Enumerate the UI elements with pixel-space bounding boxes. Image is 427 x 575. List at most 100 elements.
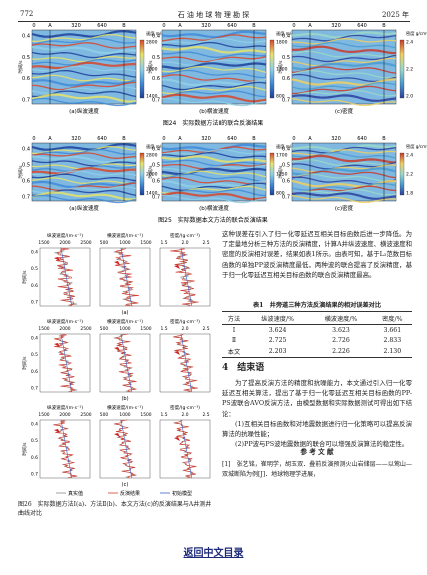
track-title: 横波速度/(m·s⁻¹) xyxy=(107,404,143,411)
colorbar-tick: 800 xyxy=(276,94,285,100)
table-cell: 2.833 xyxy=(383,336,402,344)
table-cell: 2.130 xyxy=(383,347,402,355)
time-tick: 0.5 xyxy=(22,55,30,61)
section-layer xyxy=(161,159,267,167)
section-layer xyxy=(31,56,137,63)
time-tick: 0.7 xyxy=(31,386,38,392)
x-label: B xyxy=(382,23,386,29)
section-layer xyxy=(161,191,267,201)
track-title: 纵波速度/(m·s⁻¹) xyxy=(47,232,83,239)
back-link[interactable]: 返回中文目录 xyxy=(183,548,244,559)
time-tick: 0.5 xyxy=(31,266,38,272)
track-frame xyxy=(99,419,151,479)
track-tick: 1000 xyxy=(119,240,130,246)
section-layer xyxy=(31,194,137,204)
track-frame xyxy=(99,333,151,393)
track-tick: 1500 xyxy=(38,326,49,332)
table-header-cell: 纵波速度/% xyxy=(261,315,294,323)
x-label: 0 xyxy=(162,136,165,142)
x-label: B xyxy=(252,136,256,142)
colorbar-unit: 密度 g/cm³ xyxy=(406,143,427,150)
log-curve xyxy=(113,333,137,393)
x-label: 320 xyxy=(71,23,81,29)
time-tick: 0.7 xyxy=(282,98,290,104)
arrow xyxy=(114,261,120,265)
table-cell: 本文 xyxy=(227,348,241,356)
section-layer xyxy=(31,152,137,159)
time-tick: 0.6 xyxy=(282,76,290,82)
table-row: 本文 2.203 2.226 2.130 xyxy=(222,345,412,358)
time-tick: 0.4 xyxy=(282,147,290,153)
section-layer xyxy=(291,195,397,204)
x-label: 0 xyxy=(32,136,35,142)
panel-label: (b)横波速度 xyxy=(199,204,229,212)
row-label: (a) xyxy=(122,310,129,316)
track-tick: 2.0 xyxy=(182,326,189,332)
panel-label: (b)横波速度 xyxy=(199,107,229,115)
section-layer xyxy=(291,50,397,58)
x-label: 640 xyxy=(97,23,107,29)
section-layer xyxy=(31,160,137,167)
time-tick: 0.4 xyxy=(31,250,38,256)
section-layer xyxy=(291,188,397,196)
section-layer xyxy=(31,86,137,94)
section-layer xyxy=(161,97,267,107)
log-curve xyxy=(120,247,133,307)
x-label: A xyxy=(48,136,52,142)
track-tick: 2.5 xyxy=(203,412,210,418)
section-layer xyxy=(161,65,267,74)
colorbar-unit: 速度 m/s xyxy=(146,30,163,37)
track-tick: 1.5 xyxy=(161,240,168,246)
section-layer xyxy=(161,148,267,155)
panel-label: (a)纵波速度 xyxy=(69,107,99,115)
time-label: 时间/s xyxy=(277,60,284,74)
log-curve xyxy=(53,419,78,479)
section-layer xyxy=(162,152,267,159)
section-layer xyxy=(31,148,137,157)
colorbar-tick: 2800 xyxy=(146,153,158,159)
colorbar-tick: 2.4 xyxy=(406,40,413,46)
time-tick: 0.7 xyxy=(31,300,38,306)
journal-name: 石 油 地 球 物 理 勘 探 xyxy=(177,11,250,19)
track-title: 密度/(g·cm⁻³) xyxy=(170,318,200,325)
section-layer xyxy=(31,81,137,91)
track-tick: 2500 xyxy=(80,326,91,332)
section-layer xyxy=(31,33,137,43)
figures: 0 A 320 640 B 0.4 0.5 0.6 0.7 时间/s 速度 m/s 2800 2000 1… xyxy=(17,23,427,517)
section-layer xyxy=(291,78,397,86)
section-layer xyxy=(31,61,136,70)
section-layer xyxy=(31,79,137,87)
log-curve xyxy=(180,333,193,393)
row-label: (b) xyxy=(121,396,128,402)
colorbar-tick: 1.8 xyxy=(406,191,413,197)
figure-caption: 图25 实际数据本文方法的联合反演结果 xyxy=(158,216,268,224)
track-tick: 1000 xyxy=(119,412,130,418)
section-layer xyxy=(31,69,137,78)
conclusion-paragraph: (1)互相关目标函数和对地震数据进行归一化策略可以提高反演算法的抗噪性能； xyxy=(222,419,412,439)
table-cell: 2.725 xyxy=(268,336,287,344)
section-layer xyxy=(291,41,397,49)
section-layer xyxy=(31,42,137,49)
track-title: 纵波速度/(m·s⁻¹) xyxy=(47,318,83,325)
time-tick: 0.5 xyxy=(31,438,38,444)
section-layer xyxy=(291,164,397,173)
time-tick: 0.5 xyxy=(282,55,290,61)
colorbar-tick: 2000 xyxy=(146,172,158,178)
time-tick: 0.7 xyxy=(22,98,30,104)
section-layer xyxy=(31,173,137,182)
time-tick: 0.7 xyxy=(152,98,160,104)
time-tick: 0.5 xyxy=(22,163,30,169)
colorbar-tick: 800 xyxy=(276,191,285,197)
table-header-row: 方法 纵波速度/% 横波速度/% 密度/% xyxy=(222,312,412,325)
track-title: 密度/(g·cm⁻³) xyxy=(170,404,200,411)
legend-label: 初始模型 xyxy=(172,490,192,497)
log-curve xyxy=(174,419,197,479)
section-layer xyxy=(31,46,137,55)
log-curve xyxy=(173,333,196,393)
section-layer xyxy=(31,170,137,177)
time-tick: 0.7 xyxy=(31,472,38,478)
log-curve xyxy=(173,333,198,393)
time-tick: 0.5 xyxy=(282,163,290,169)
section-layer xyxy=(291,45,397,55)
track-frame xyxy=(159,419,211,479)
